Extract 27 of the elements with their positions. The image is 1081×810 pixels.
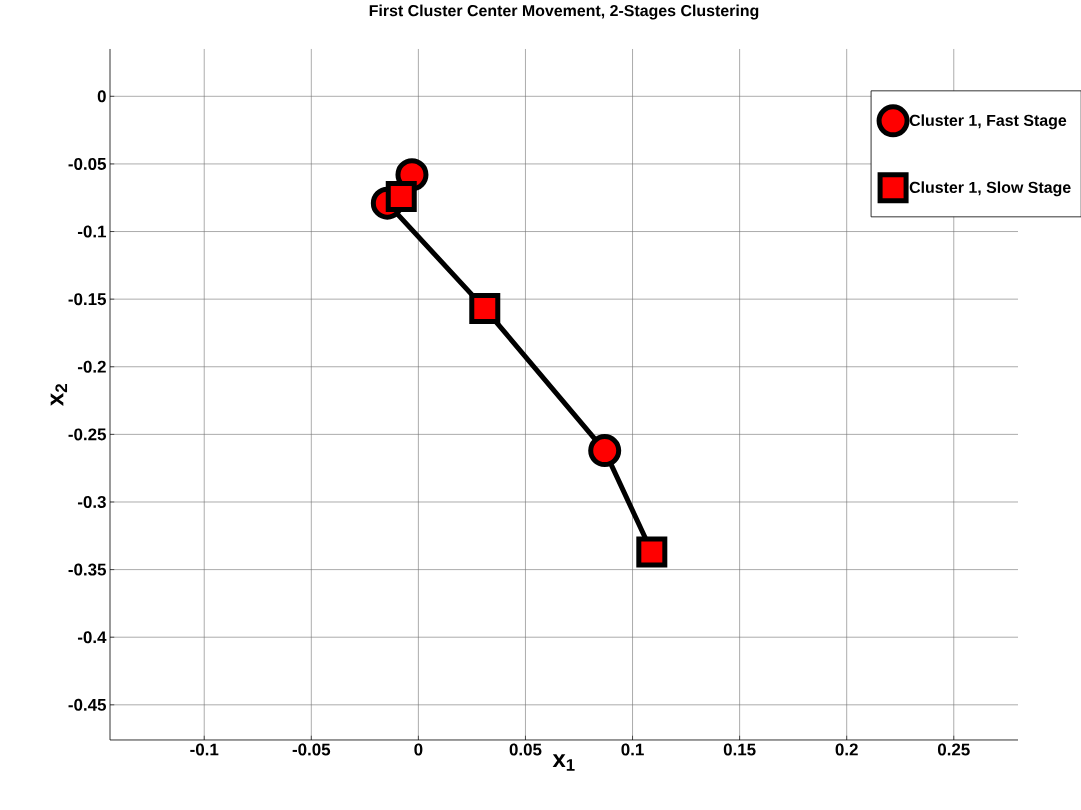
x-tick-label: -0.05 — [292, 743, 331, 756]
y-tick-label: -0.3 — [77, 495, 106, 508]
x-tick-label: 0.05 — [509, 743, 542, 756]
x-tick-label: -0.1 — [190, 743, 219, 756]
point — [469, 293, 501, 325]
x-tick-label: 0.25 — [937, 743, 970, 756]
y-tick-label: -0.1 — [77, 225, 107, 238]
point — [588, 434, 622, 468]
y-tick-label: -0.25 — [68, 428, 107, 441]
x-tick-label: 0.15 — [723, 743, 756, 756]
x-tick-label: 0.1 — [621, 743, 644, 756]
y-axis-title: x$_{2}$ — [50, 384, 68, 406]
legend-label: Cluster 1, Fast Stage — [909, 114, 1067, 130]
y-tick-label: -0.15 — [68, 293, 107, 306]
y-tick-label: -0.4 — [77, 631, 107, 644]
legend-label: Cluster 1, Slow Stage — [909, 181, 1071, 197]
y-tick-label: -0.2 — [77, 360, 106, 373]
y-tick-label: -0.05 — [68, 157, 107, 170]
chart-title: First Cluster Center Movement, 2-Stages Clustering — [369, 4, 759, 20]
x-axis-title: x$_{1}$ — [552, 754, 575, 771]
x-tick-label: 0 — [414, 743, 423, 756]
y-tick-label: 0 — [97, 90, 106, 103]
point — [636, 536, 668, 568]
x-tick-label: 0.2 — [835, 743, 858, 756]
point — [385, 180, 417, 212]
y-tick-label: -0.35 — [68, 563, 107, 576]
y-tick-label: -0.45 — [68, 698, 107, 711]
